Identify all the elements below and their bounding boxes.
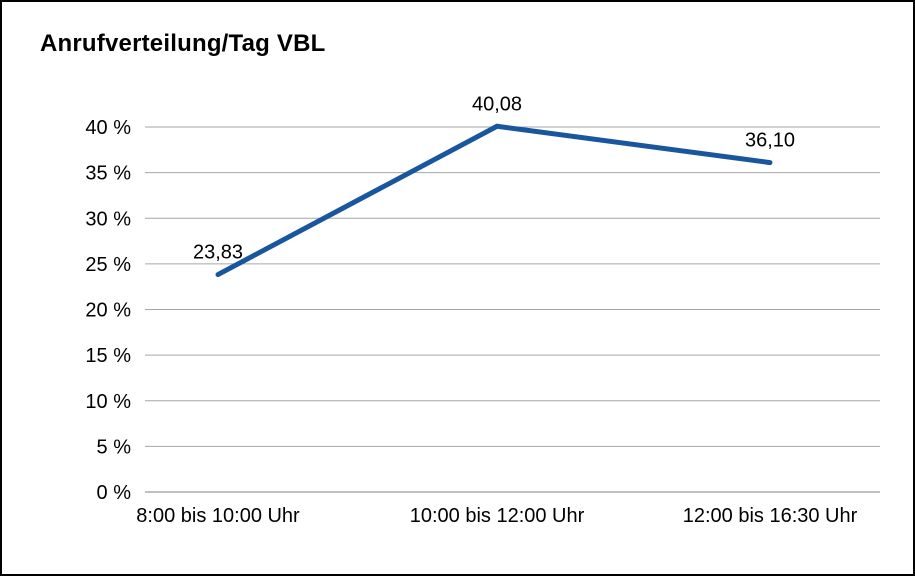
y-tick-label: 10 % xyxy=(85,391,131,413)
y-tick-label: 40 % xyxy=(85,117,131,139)
data-point-label: 40,08 xyxy=(472,93,522,115)
x-tick-label: 10:00 bis 12:00 Uhr xyxy=(410,505,585,527)
y-tick-label: 15 % xyxy=(85,345,131,367)
y-tick-label: 0 % xyxy=(97,482,132,504)
y-tick-label: 5 % xyxy=(97,436,132,458)
data-series-line xyxy=(215,123,773,278)
x-tick-label: 8:00 bis 10:00 Uhr xyxy=(136,505,300,527)
y-tick-label: 25 % xyxy=(85,254,131,276)
data-point-label: 36,10 xyxy=(745,130,795,152)
y-tick-label: 30 % xyxy=(85,208,131,230)
data-point-label: 23,83 xyxy=(193,242,243,264)
x-tick-label: 12:00 bis 16:30 Uhr xyxy=(683,505,858,527)
chart-title: Anrufverteilung/Tag VBL xyxy=(40,30,326,57)
y-tick-label: 20 % xyxy=(85,300,131,322)
y-tick-label: 35 % xyxy=(85,163,131,185)
